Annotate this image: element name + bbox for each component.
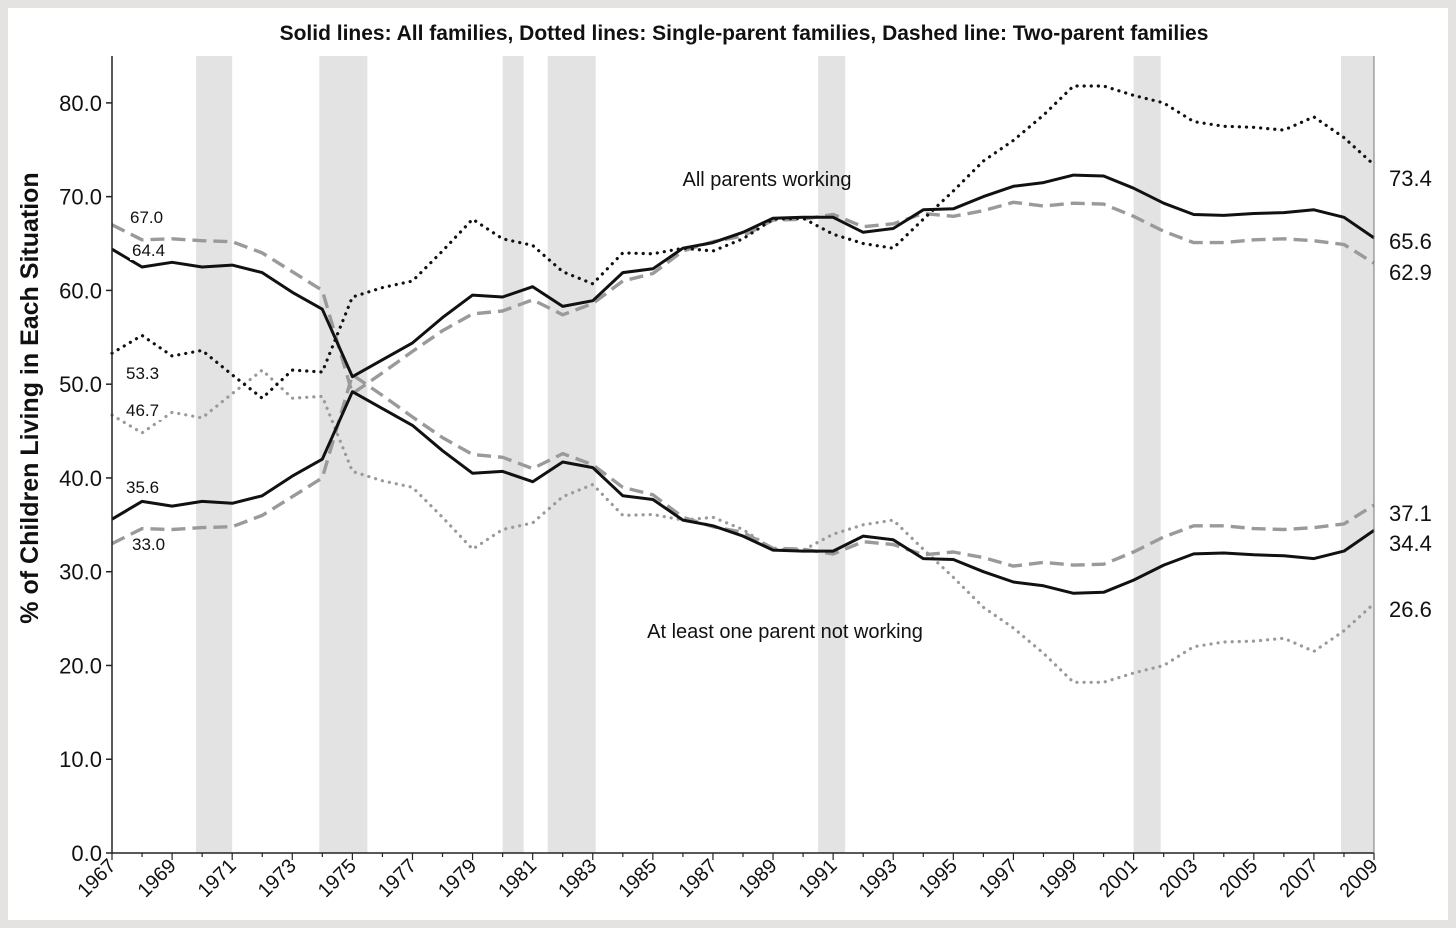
series-line-working-all-families	[111, 173, 1375, 379]
x-tick-label: 1981	[494, 855, 541, 902]
recession-band-7	[1340, 56, 1374, 853]
data-labels: 67.0 64.4 53.3 46.7 35.6 33.0 73.4 65.6 62.9 37.1…	[124, 166, 1432, 622]
x-tick-label: 1977	[374, 855, 421, 902]
series-line-working-single-parent-families	[110, 84, 1376, 400]
label-bg	[124, 365, 164, 383]
end-value-label: 34.4	[1389, 531, 1432, 556]
y-tick-label: 30.0	[59, 560, 102, 585]
label-bg	[124, 402, 164, 420]
x-tick-label: 1991	[795, 855, 842, 902]
label-bg	[124, 479, 164, 497]
recession-band-2	[319, 56, 368, 853]
annotation-one-parent-not-working: At least one parent not working	[647, 621, 923, 643]
x-tick-label: 2007	[1275, 855, 1322, 902]
x-tick-label: 1975	[314, 855, 361, 902]
x-tick-label: 1993	[855, 855, 902, 902]
start-value-label: 67.0	[130, 208, 163, 227]
end-value-label: 62.9	[1389, 260, 1432, 285]
recession-band-6	[1133, 56, 1161, 853]
y-tick-label: 80.0	[59, 91, 102, 116]
y-tick-label: 70.0	[59, 185, 102, 210]
end-value-label: 37.1	[1389, 501, 1432, 526]
recession-band-1	[196, 56, 233, 853]
series-lines	[110, 84, 1376, 684]
y-tick-label: 10.0	[59, 747, 102, 772]
chart-svg: Solid lines: All families, Dotted lines:…	[16, 22, 1432, 902]
x-tick-label: 1985	[614, 855, 661, 902]
x-tick-label: 2005	[1215, 855, 1262, 902]
start-value-label: 33.0	[132, 535, 165, 554]
x-tick-label: 1973	[254, 855, 301, 902]
y-tick-label: 0.0	[71, 841, 102, 866]
x-tick-label: 2003	[1155, 855, 1202, 902]
recession-band-4	[547, 56, 596, 853]
end-value-label: 65.6	[1389, 229, 1432, 254]
start-value-label: 64.4	[132, 241, 165, 260]
series-line-not-working-all-families	[111, 390, 1375, 595]
chart-title: Solid lines: All families, Dotted lines:…	[280, 22, 1209, 45]
x-tick-label: 1995	[915, 855, 962, 902]
x-tick-label: 1983	[554, 855, 601, 902]
recession-band-5	[818, 56, 846, 853]
y-axis-label: % of Children Living in Each Situation	[16, 172, 44, 623]
annotation-all-parents-working: All parents working	[683, 169, 852, 191]
label-bg	[130, 242, 170, 260]
label-bg	[130, 536, 170, 554]
x-tick-label: 1979	[434, 855, 481, 902]
label-bg	[128, 209, 168, 227]
y-tick-label: 60.0	[59, 278, 102, 303]
x-tick-label: 1969	[134, 855, 181, 902]
x-tick-label: 2009	[1336, 855, 1383, 902]
end-value-label: 26.6	[1389, 597, 1432, 622]
chart-frame: Solid lines: All families, Dotted lines:…	[8, 8, 1448, 920]
x-tick-label: 1987	[674, 855, 721, 902]
x-tick-label: 2001	[1095, 855, 1142, 902]
x-tick-label: 1971	[194, 855, 241, 902]
recession-band-3	[502, 56, 524, 853]
end-value-label: 73.4	[1389, 166, 1432, 191]
start-value-label: 46.7	[126, 401, 159, 420]
series-line-not-working-single-parent-families	[110, 368, 1376, 684]
start-value-label: 53.3	[126, 364, 159, 383]
x-tick-label: 1999	[1035, 855, 1082, 902]
y-tick-label: 40.0	[59, 466, 102, 491]
x-tick-label: 1989	[735, 855, 782, 902]
y-tick-label: 20.0	[59, 653, 102, 678]
y-tick-label: 50.0	[59, 372, 102, 397]
start-value-label: 35.6	[126, 478, 159, 497]
x-tick-label: 1997	[975, 855, 1022, 902]
